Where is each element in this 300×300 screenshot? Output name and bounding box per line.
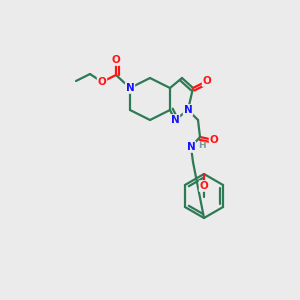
Text: N: N xyxy=(184,105,192,115)
Text: O: O xyxy=(200,181,208,191)
Text: H: H xyxy=(198,142,206,151)
Text: O: O xyxy=(112,55,120,65)
Text: N: N xyxy=(171,115,179,125)
Text: O: O xyxy=(98,77,106,87)
Text: N: N xyxy=(126,83,134,93)
Text: O: O xyxy=(202,76,211,86)
Text: N: N xyxy=(187,142,195,152)
Text: O: O xyxy=(210,135,218,145)
